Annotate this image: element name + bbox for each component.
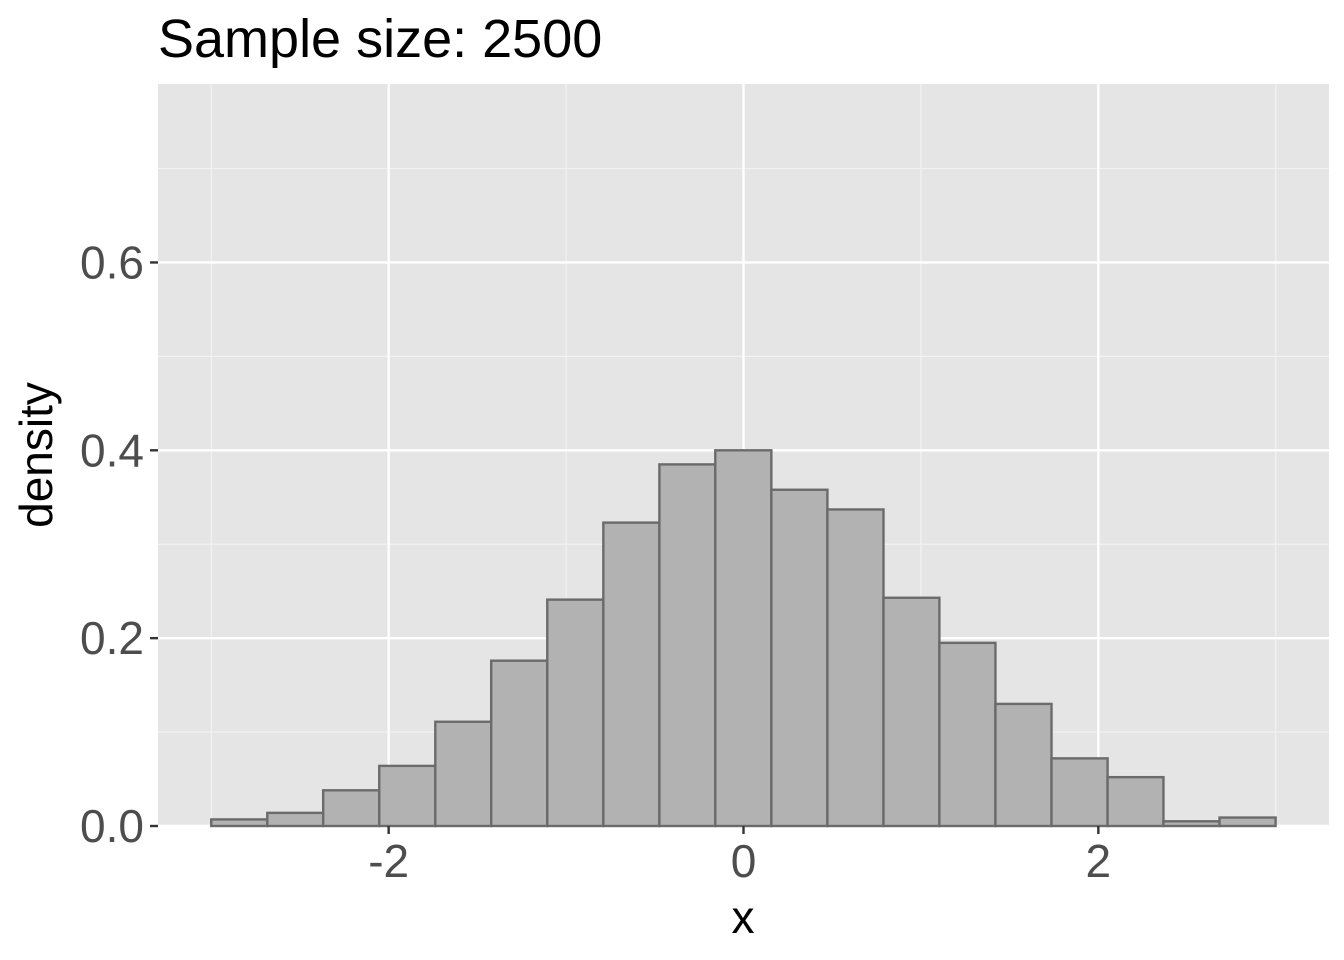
histogram-bar-10 bbox=[770, 488, 829, 828]
histogram-bar-11 bbox=[826, 508, 885, 828]
histogram-bar-14 bbox=[994, 702, 1053, 828]
x-axis-ticks: -2 0 2 bbox=[368, 826, 1111, 887]
y-tick-label-1: 0.2 bbox=[80, 612, 144, 664]
histogram-bar-18 bbox=[1218, 816, 1277, 828]
x-tick-label-1: 0 bbox=[731, 835, 757, 887]
histogram-bar-6 bbox=[546, 598, 605, 828]
chart-title: Sample size: 2500 bbox=[158, 9, 602, 69]
y-axis-label: density bbox=[10, 382, 62, 528]
y-tick-label-3: 0.6 bbox=[80, 236, 144, 288]
histogram-bar-4 bbox=[434, 720, 493, 828]
histogram-bar-15 bbox=[1050, 757, 1109, 828]
histogram-bar-13 bbox=[938, 641, 997, 828]
x-axis-label: x bbox=[732, 891, 755, 943]
y-axis-ticks: 0.0 0.2 0.4 0.6 bbox=[80, 236, 158, 852]
histogram-bar-17 bbox=[1162, 820, 1221, 828]
histogram-bar-5 bbox=[490, 659, 549, 828]
histogram-bar-3 bbox=[378, 764, 437, 828]
x-tick-label-0: -2 bbox=[368, 835, 409, 887]
histogram-bar-1 bbox=[266, 811, 325, 828]
histogram-bar-9 bbox=[714, 449, 773, 828]
histogram-bar-7 bbox=[602, 521, 661, 828]
x-tick-label-2: 2 bbox=[1086, 835, 1112, 887]
histogram-bar-8 bbox=[658, 463, 717, 828]
y-tick-label-0: 0.0 bbox=[80, 800, 144, 852]
histogram-bar-16 bbox=[1106, 775, 1165, 828]
histogram-bar-12 bbox=[882, 596, 941, 828]
histogram-bar-0 bbox=[210, 818, 269, 828]
histogram-bars bbox=[210, 449, 1277, 828]
histogram-bar-2 bbox=[321, 789, 381, 828]
y-tick-label-2: 0.4 bbox=[80, 424, 144, 476]
